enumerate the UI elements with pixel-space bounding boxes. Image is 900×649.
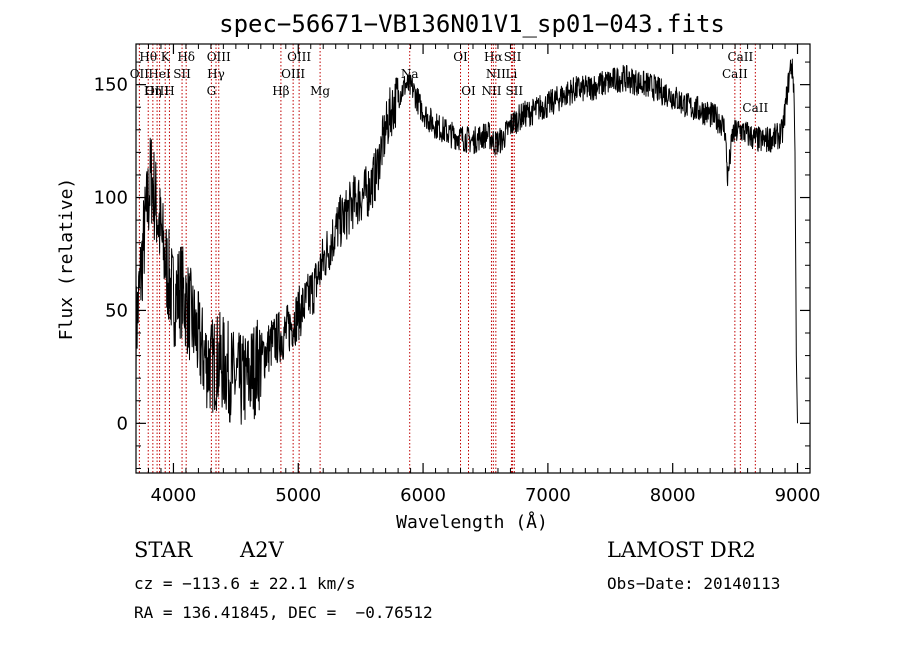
spectral-line-label: OIII [207, 50, 231, 64]
spectral-line-label: Li [506, 67, 518, 81]
y-tick-label: 100 [94, 188, 128, 209]
spectral-line-label: Hα [484, 50, 503, 64]
spectral-line-label: Na [401, 67, 419, 81]
spectral-line-label: OIII [281, 67, 305, 81]
spectral-line-label: HeI [148, 67, 171, 81]
x-tick-label: 4000 [151, 485, 197, 506]
spectral-line-label: G [207, 84, 217, 98]
x-tick-label: 6000 [400, 485, 446, 506]
spectral-line-label: NII [486, 67, 506, 81]
spectral-line-label: CaII [727, 50, 753, 64]
spectral-line-label: Hδ [177, 50, 195, 64]
coordinates: RA = 136.41845, DEC = −0.76512 [134, 603, 433, 622]
spectral-line-label: NII [481, 84, 501, 98]
spectral-line-label: OIII [145, 84, 169, 98]
spectral-line-label: Hγ [207, 67, 225, 81]
spectral-line-label: H [164, 84, 174, 98]
object-type: STAR [134, 538, 193, 562]
spectral-line-label: OI [453, 50, 468, 64]
redshift-readout: cz = −113.6 ± 22.1 km/s [134, 574, 356, 593]
spectral-line-label: Hβ [272, 84, 289, 98]
spectral-line-label: SII [504, 50, 522, 64]
x-tick-label: 7000 [525, 485, 571, 506]
y-axis-label: Flux (relative) [56, 178, 77, 341]
spectral-line-label: CaII [742, 101, 768, 115]
spectrum-line [135, 58, 798, 425]
spectral-line-label: Hη [144, 84, 162, 98]
subclass: A2V [240, 538, 284, 562]
x-axis-label: Wavelength (Å) [396, 511, 548, 533]
survey-name: LAMOST DR2 [607, 538, 756, 562]
axis-ticks: 4000 5000 6000 7000 8000 9000 0 50 100 150 [94, 44, 821, 506]
y-tick-label: 50 [105, 300, 128, 321]
y-tick-label: 150 [94, 75, 128, 96]
x-tick-label: 9000 [775, 485, 821, 506]
spectrum-series [135, 58, 798, 425]
spectral-line-label: OI [461, 84, 476, 98]
spectral-line-label: Mg [310, 84, 330, 98]
x-tick-label: 8000 [650, 485, 696, 506]
obs-date: Obs−Date: 20140113 [607, 574, 781, 593]
x-tick-label: 5000 [275, 485, 321, 506]
spectral-line-label: Hθ [139, 50, 157, 64]
spectral-line-label: SII [505, 84, 523, 98]
chart-title: spec−56671−VB136N01V1_sp01−043.fits [219, 10, 725, 38]
spectral-line-label: SII [173, 67, 191, 81]
spectral-line-label: K [161, 50, 171, 64]
spectral-line-label: OIII [287, 50, 311, 64]
y-tick-label: 0 [117, 413, 128, 434]
spectral-line-label: OII [130, 67, 150, 81]
spectral-line-label: CaII [722, 67, 748, 81]
